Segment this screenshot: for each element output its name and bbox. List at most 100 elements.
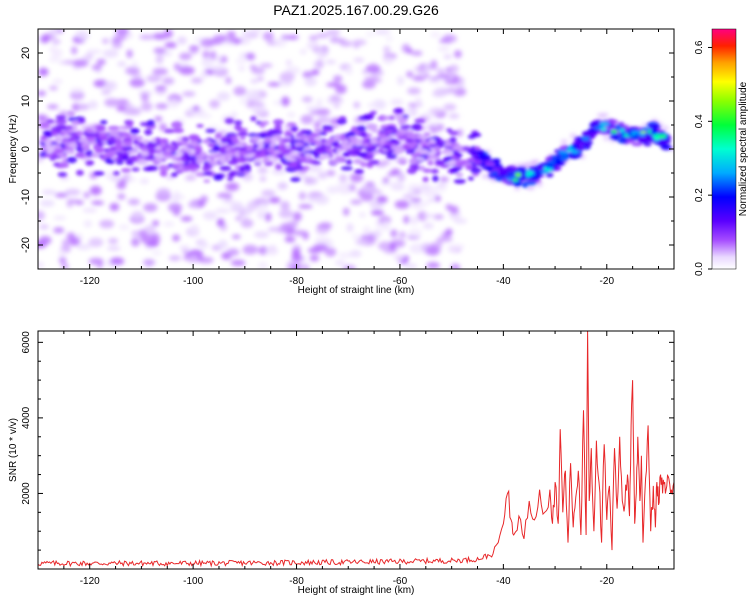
ridge-core-blob — [211, 154, 220, 159]
noise-blob — [326, 29, 341, 36]
noise-blob — [339, 174, 348, 183]
ridge-core-blob — [277, 147, 288, 152]
ridge-core-blob — [394, 147, 403, 153]
noise-blob — [264, 212, 272, 222]
ridge-core-blob — [62, 134, 71, 139]
noise-blob — [516, 163, 523, 168]
ridge-blob — [345, 159, 353, 165]
noise-blob — [102, 49, 119, 58]
noise-blob — [47, 104, 59, 110]
ridge-core-blob — [419, 151, 428, 155]
ridge-core-blob — [231, 137, 239, 142]
noise-blob — [216, 218, 225, 227]
noise-blob — [351, 234, 361, 239]
ridge-core-blob — [499, 168, 507, 175]
ridge-core-blob — [425, 151, 434, 155]
noise-blob — [403, 215, 410, 224]
noise-blob — [259, 63, 273, 68]
ridge-blob — [107, 125, 120, 131]
ridge-blob — [230, 160, 238, 165]
noise-blob — [279, 71, 295, 82]
noise-blob — [409, 243, 426, 254]
noise-blob — [69, 90, 85, 101]
ridge-blob — [238, 165, 246, 173]
ridge-core-blob — [130, 134, 138, 140]
ridge-blob — [66, 125, 73, 130]
noise-blob — [317, 116, 331, 125]
noise-blob — [143, 203, 158, 212]
snr-y-ticks: 2000 4000 6000 — [21, 331, 674, 570]
ridge-blob — [381, 115, 391, 121]
ridge-blob — [172, 162, 181, 170]
ridge-blob — [608, 119, 619, 125]
ridge-core-blob — [295, 143, 305, 147]
noise-blob — [366, 102, 378, 109]
noise-blob — [438, 184, 446, 193]
ridge-blob — [215, 132, 223, 138]
ridge-core-blob — [40, 135, 47, 140]
ridge-core-blob — [252, 143, 259, 149]
noise-blob — [252, 199, 263, 204]
noise-blob — [430, 59, 438, 70]
snr-x-tick-label: -40 — [496, 576, 511, 587]
ridge-core-blob — [360, 132, 368, 138]
ridge-blob — [295, 145, 307, 152]
noise-blob — [123, 109, 140, 116]
noise-blob — [167, 98, 180, 109]
noise-blob — [41, 189, 57, 195]
noise-blob — [116, 104, 127, 112]
ridge-core-blob — [176, 141, 184, 146]
snr-x-tick-label: -100 — [183, 576, 203, 587]
noise-blob — [105, 171, 116, 180]
ridge-core-blob — [367, 144, 374, 148]
ridge-blob — [115, 160, 124, 165]
colorbar-tick-label: 0.2 — [694, 188, 705, 202]
noise-blob — [117, 61, 127, 67]
ridge-core-blob — [220, 138, 229, 144]
ridge-core-blob — [270, 136, 279, 142]
ridge-blob — [43, 153, 55, 158]
ridge-blob — [85, 149, 94, 157]
noise-blob — [209, 50, 217, 60]
noise-blob — [333, 103, 340, 109]
noise-blob — [359, 212, 366, 218]
noise-blob — [159, 123, 167, 132]
noise-blob — [453, 218, 468, 224]
ridge-blob — [356, 125, 367, 131]
ridge-core-blob — [124, 140, 132, 146]
noise-blob — [178, 245, 191, 250]
noise-blob — [230, 259, 246, 267]
noise-blob — [319, 222, 333, 230]
ridge-blob — [85, 160, 93, 166]
noise-blob — [200, 38, 215, 48]
noise-blob — [68, 199, 82, 204]
noise-blob — [390, 100, 404, 106]
noise-blob — [187, 201, 199, 209]
ridge-core-blob — [657, 134, 667, 139]
noise-blob — [48, 46, 57, 52]
noise-blob — [155, 85, 167, 90]
noise-blob — [514, 186, 521, 190]
ridge-blob — [335, 155, 345, 162]
ridge-blob — [545, 172, 554, 178]
ridge-blob — [188, 134, 200, 141]
ridge-blob — [100, 120, 108, 125]
noise-blob — [406, 48, 413, 54]
ridge-blob — [455, 172, 464, 178]
ridge-core-blob — [237, 158, 247, 163]
noise-blob — [38, 261, 45, 268]
noise-blob — [185, 174, 197, 181]
noise-blob — [380, 180, 392, 187]
ridge-core-blob — [209, 161, 219, 165]
ridge-core-blob — [619, 128, 625, 133]
ridge-core-blob — [94, 148, 105, 154]
ridge-core-blob — [420, 135, 427, 140]
ridge-blob — [42, 130, 51, 136]
ridge-core-blob — [443, 151, 454, 155]
ridge-blob — [448, 130, 459, 136]
ridge-blob — [171, 172, 178, 177]
ridge-core-blob — [176, 151, 184, 155]
noise-blob — [252, 105, 267, 116]
noise-blob — [415, 97, 422, 107]
noise-blob — [54, 193, 68, 198]
